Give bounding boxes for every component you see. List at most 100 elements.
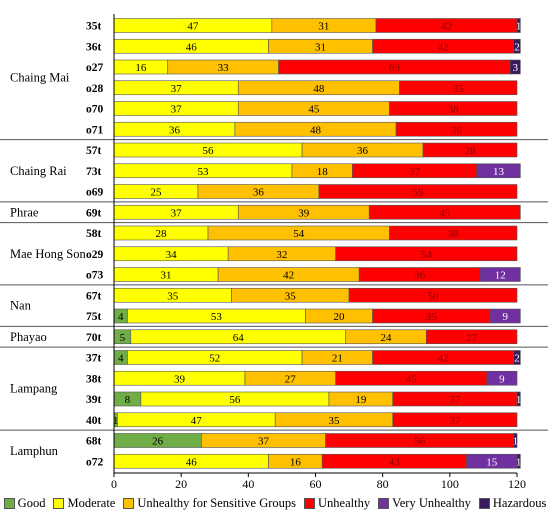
- legend-item: Very Unhealthy: [378, 496, 471, 511]
- data-label: 31: [318, 21, 329, 33]
- data-label: 64: [233, 332, 245, 344]
- data-label: 12: [495, 270, 506, 282]
- data-label: 16: [135, 62, 147, 74]
- data-label: 35: [426, 311, 438, 323]
- station-label: 37t: [86, 353, 102, 365]
- station-label: 68t: [86, 436, 102, 448]
- data-label: 27: [285, 373, 297, 385]
- data-label: 56: [229, 394, 241, 406]
- legend-label: Hazardous: [492, 495, 547, 510]
- data-label: 53: [211, 311, 223, 323]
- x-tick-label: 80: [377, 477, 389, 490]
- legend-swatch: [478, 497, 490, 509]
- legend-swatch: [53, 497, 65, 509]
- group-label: Lamphun: [10, 444, 59, 458]
- data-label: 42: [438, 41, 449, 53]
- data-label: 50: [428, 290, 440, 302]
- data-label: 37: [258, 436, 270, 448]
- data-label: 9: [499, 373, 505, 385]
- data-label: 4: [118, 311, 124, 323]
- group-label: Mae Hong Son: [10, 247, 86, 261]
- x-tick-label: 0: [111, 477, 117, 490]
- data-label: 36: [451, 124, 463, 136]
- data-label: 28: [464, 145, 476, 157]
- station-label: 57t: [86, 145, 102, 157]
- bar-segment: [516, 453, 521, 469]
- data-label: 21: [332, 353, 343, 365]
- station-label: o71: [86, 124, 104, 136]
- bars: [113, 18, 521, 469]
- station-label: 35t: [86, 21, 102, 33]
- data-label: 24: [381, 332, 393, 344]
- legend-label: Very Unhealthy: [392, 495, 471, 510]
- data-label: 47: [191, 415, 203, 427]
- data-label: 3: [513, 62, 519, 74]
- data-label: 45: [406, 373, 418, 385]
- legend-item: Unhealthy: [304, 496, 370, 511]
- station-label: 75t: [86, 311, 102, 323]
- data-label: 42: [441, 21, 452, 33]
- bar-segment: [516, 391, 521, 407]
- station-label: o28: [86, 83, 104, 95]
- data-label: 1: [113, 415, 119, 427]
- station-label: 36t: [86, 41, 102, 53]
- data-label: 36: [357, 145, 369, 157]
- data-label: 54: [421, 249, 433, 261]
- bar-segment: [389, 101, 518, 116]
- station-label: 73t: [86, 166, 102, 178]
- data-label: 52: [209, 353, 220, 365]
- data-label: 56: [203, 145, 215, 157]
- station-label: o69: [86, 187, 104, 199]
- data-label: 1: [516, 21, 522, 33]
- legend-label: Good: [17, 495, 46, 510]
- bar-segment: [335, 246, 518, 262]
- legend-swatch: [3, 497, 15, 509]
- data-label: 37: [449, 394, 461, 406]
- data-label: 46: [186, 456, 198, 468]
- data-label: 26: [152, 436, 164, 448]
- station-labels: 35t 36t o27 o28 o70 o71 57t 73t o69 69t 58t o29 o73 6…: [86, 21, 104, 469]
- data-label: 18: [317, 166, 329, 178]
- data-label: 33: [218, 62, 230, 74]
- data-label: 36: [414, 270, 426, 282]
- data-label: 37: [171, 207, 183, 219]
- bar-segment: [486, 370, 518, 386]
- legend-item: Good: [3, 495, 46, 511]
- data-label: 2: [514, 353, 520, 365]
- bar-segment: [389, 225, 518, 241]
- data-label: 27: [466, 332, 478, 344]
- station-label: 69t: [86, 207, 102, 219]
- legend-label: Moderate: [67, 495, 116, 510]
- legend: Good Moderate Unhealthy for Sensitive Grou…: [0, 492, 550, 514]
- legend-label: Unhealthy for Sensitive Groups: [137, 495, 297, 510]
- group-separators: [0, 139, 548, 431]
- bar-segment: [426, 329, 518, 345]
- bar-segment: [476, 163, 521, 179]
- data-label: 19: [355, 394, 367, 406]
- station-label: o73: [86, 270, 104, 282]
- x-tick-label: 40: [242, 477, 254, 490]
- data-label: 1: [516, 456, 522, 468]
- data-label: 42: [438, 353, 449, 365]
- station-label: o70: [86, 104, 104, 116]
- bar-segment: [399, 80, 518, 96]
- bar-segment: [348, 287, 518, 303]
- data-label: 4: [118, 353, 124, 365]
- data-label: 45: [439, 207, 451, 219]
- data-label: 28: [156, 228, 168, 240]
- legend-swatch: [123, 497, 135, 509]
- bar-segment: [513, 350, 521, 365]
- bar-segment: [392, 412, 518, 428]
- data-label: 45: [308, 104, 320, 116]
- data-label: 35: [167, 290, 179, 302]
- data-label: 2: [514, 41, 520, 53]
- station-label: 38t: [86, 373, 102, 385]
- data-label: 15: [486, 456, 498, 468]
- data-label: 35: [285, 290, 297, 302]
- data-label: 43: [389, 456, 401, 468]
- data-label: 31: [161, 270, 172, 282]
- data-label: 1: [513, 436, 519, 448]
- legend-item: Unhealthy for Sensitive Groups: [123, 496, 296, 511]
